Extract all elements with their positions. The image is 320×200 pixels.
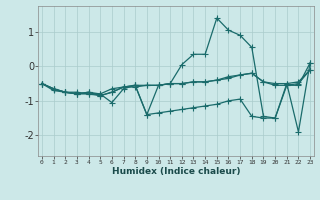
X-axis label: Humidex (Indice chaleur): Humidex (Indice chaleur) — [112, 167, 240, 176]
